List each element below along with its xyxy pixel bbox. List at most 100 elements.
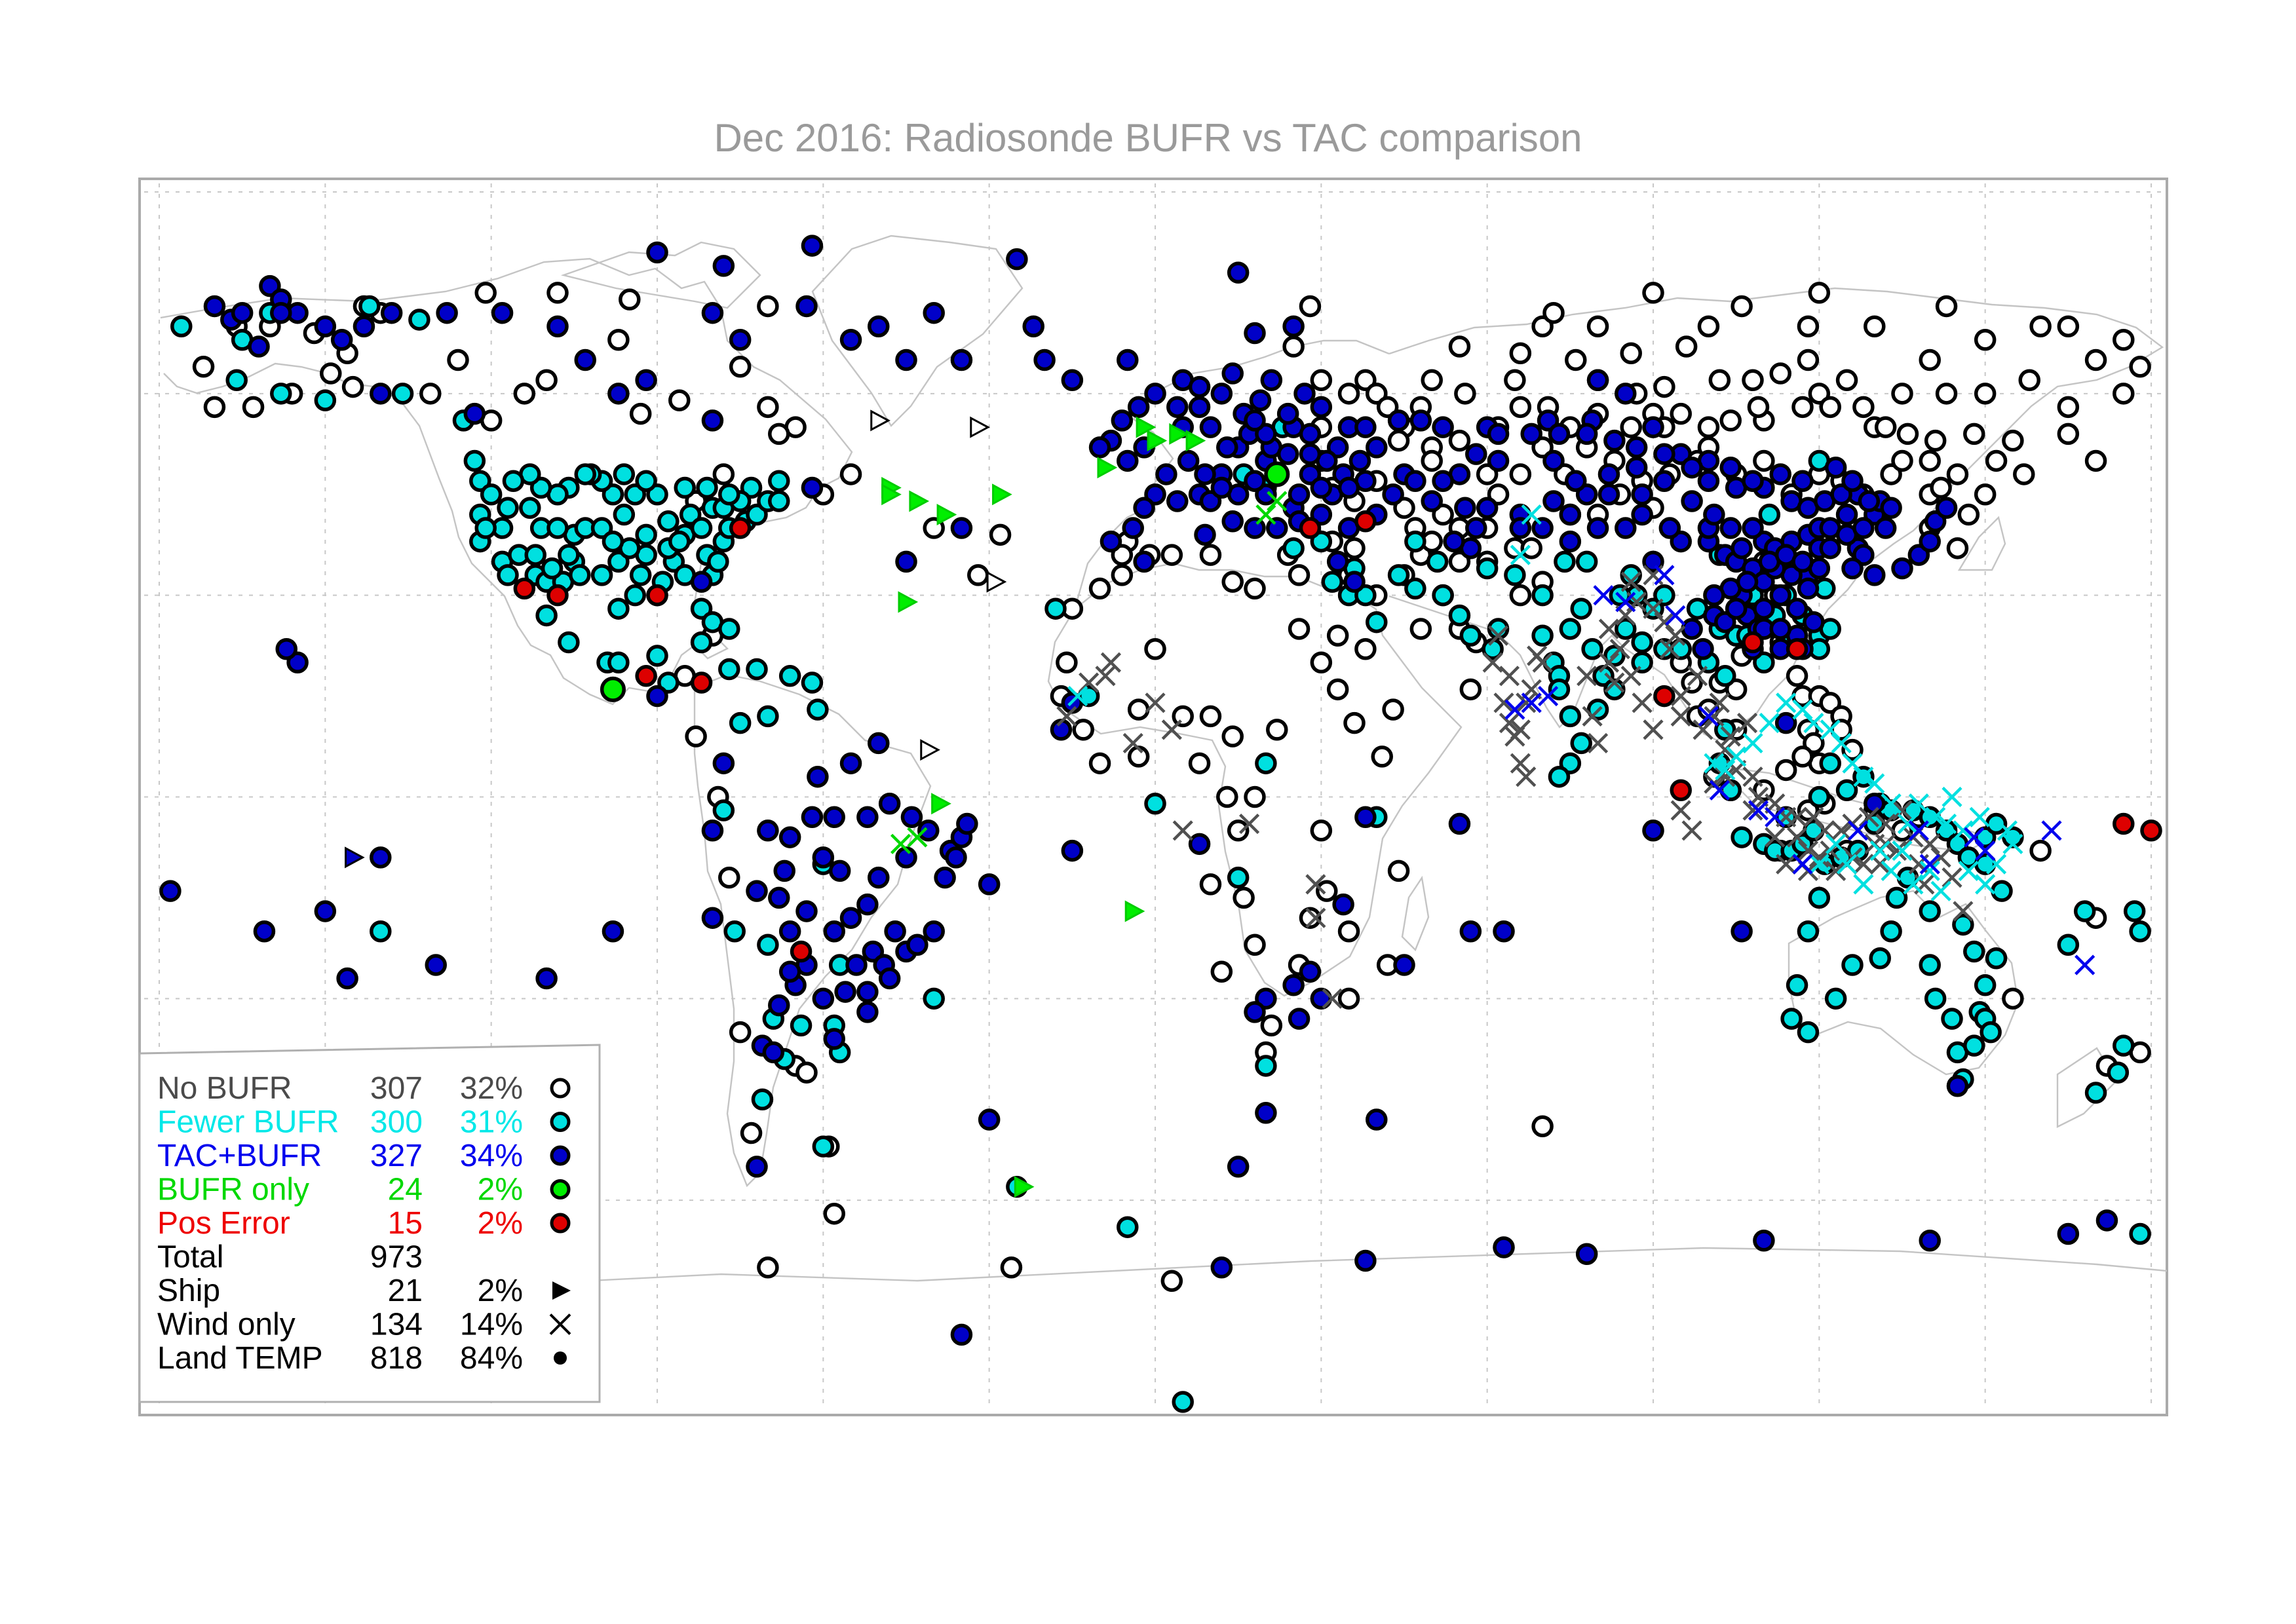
- station-point-nobufr: [1896, 423, 1919, 445]
- station-point-nobufr: [1924, 429, 1947, 452]
- station-point-fewer: [757, 934, 779, 956]
- station-point-fewer: [707, 550, 729, 573]
- station-point-fewer: [602, 483, 624, 506]
- station-point-fewer: [474, 517, 497, 539]
- station-point-nobufr: [1919, 449, 1941, 472]
- station-point-wind: [1892, 800, 1913, 821]
- station-point-tacbufr: [1387, 409, 1410, 432]
- legend-row: No BUFR 307 32%: [157, 1071, 571, 1106]
- station-point-wind: [1715, 740, 1736, 761]
- legend-label: Fewer BUFR: [157, 1105, 339, 1140]
- legend-row: Wind only 134 14%: [157, 1308, 571, 1342]
- station-point-tacbufr: [2057, 1222, 2080, 1245]
- station-point-nobufr: [1421, 369, 1443, 392]
- station-point-nobufr: [1432, 503, 1454, 526]
- station-point-tacbufr: [1493, 1236, 1515, 1258]
- station-point-wind_blue: [1975, 840, 1996, 861]
- station-point-nobufr: [1874, 416, 1897, 438]
- station-point-nobufr: [2084, 449, 2107, 472]
- station-point-fewer: [1448, 604, 1471, 627]
- legend-row: Fewer BUFR 300 31%: [157, 1105, 571, 1140]
- station-point-tacbufr: [878, 793, 901, 815]
- station-point-ship: [992, 483, 1012, 506]
- station-point-fewer: [1387, 564, 1410, 586]
- station-point-tacbufr: [807, 765, 829, 788]
- station-point-wind_cyan: [1826, 833, 1846, 854]
- station-point-tacbufr: [1432, 470, 1454, 492]
- station-point-nobufr: [1819, 692, 1841, 714]
- station-point-wind: [1665, 625, 1686, 646]
- station-point-wind_cyan: [1958, 860, 1979, 881]
- station-point-fewer: [690, 517, 713, 539]
- station-point-tacbufr: [1421, 490, 1443, 512]
- station-point-tacbufr: [1753, 1229, 1775, 1252]
- station-point-tacbufr: [1343, 571, 1366, 593]
- station-point-wind_cyan: [1853, 874, 1874, 895]
- station-point-nobufr: [1337, 920, 1360, 943]
- station-point-nobufr: [2113, 328, 2135, 351]
- station-point-tacbufr: [314, 900, 337, 922]
- station-point-nobufr: [1111, 544, 1134, 566]
- station-point-ship: [1147, 430, 1168, 452]
- station-point-ship: [931, 793, 951, 815]
- station-point-fewer: [1321, 571, 1343, 593]
- station-point-nobufr: [1227, 820, 1250, 842]
- station-point-tacbufr: [1227, 261, 1250, 284]
- station-point-wind: [1632, 692, 1653, 713]
- station-point-tacbufr: [1924, 510, 1947, 533]
- station-point-fewer: [225, 369, 248, 392]
- station-point-nobufr: [2057, 423, 2080, 445]
- station-point-nobufr: [1343, 537, 1366, 559]
- station-point-wind: [1516, 692, 1537, 713]
- station-point-nobufr: [1653, 375, 1675, 398]
- station-point-tacbufr: [1255, 1102, 1277, 1124]
- station-point-wind: [1145, 692, 1166, 713]
- station-point-nobufr: [1880, 463, 1902, 485]
- station-point-nobufr: [546, 282, 569, 304]
- station-point-tacbufr: [839, 328, 862, 351]
- station-point-tacbufr: [1354, 806, 1377, 829]
- station-point-nobufr: [1476, 463, 1499, 485]
- legend-label: Land TEMP: [157, 1341, 323, 1376]
- station-point-fewer: [1144, 793, 1166, 815]
- station-point-nobufr: [1719, 409, 1742, 432]
- station-point-fewer: [768, 490, 790, 512]
- station-point-tacbufr: [1144, 383, 1166, 405]
- station-point-wind_cyan: [1892, 840, 1913, 861]
- station-point-wind: [1715, 766, 1736, 787]
- station-point-poserr: [646, 584, 668, 607]
- station-point-fewer: [1172, 1391, 1194, 1413]
- station-point-tacbufr: [1603, 429, 1626, 452]
- station-point-tacbufr: [1221, 362, 1244, 385]
- station-point-wind_cyan: [1742, 732, 1763, 754]
- station-point-fewer: [1570, 732, 1592, 755]
- station-point-nobufr: [1382, 698, 1404, 721]
- station-point-wind: [1100, 652, 1122, 673]
- station-point-tacbufr: [1210, 476, 1233, 499]
- station-point-tacbufr: [463, 402, 486, 425]
- station-point-ship_blue: [345, 846, 365, 869]
- station-point-fewer: [1919, 900, 1941, 922]
- station-point-wind: [1930, 847, 1951, 868]
- station-point-nobufr: [1985, 449, 2008, 472]
- station-point-fewer: [690, 631, 713, 654]
- station-point-tacbufr: [978, 1108, 1001, 1131]
- station-point-wind: [1826, 860, 1846, 881]
- station-point-tacbufr: [1288, 483, 1311, 506]
- station-point-nobufr: [1675, 335, 1698, 358]
- station-point-tacbufr: [1731, 537, 1753, 559]
- station-point-nobufr: [1310, 369, 1333, 392]
- station-point-tacbufr: [646, 685, 668, 708]
- station-point-nobufr: [1808, 383, 1831, 405]
- legend-label: BUFR only: [157, 1173, 309, 1207]
- station-point-fewer: [790, 1014, 813, 1037]
- station-point-nobufr: [192, 356, 215, 378]
- station-point-wind_blue: [1593, 585, 1614, 606]
- station-point-ship: [1185, 430, 1206, 452]
- station-point-nobufr: [2129, 356, 2151, 378]
- station-point-fewer: [1531, 624, 1554, 647]
- station-point-nobufr: [1244, 934, 1266, 956]
- station-point-wind: [1598, 652, 1620, 673]
- station-point-tacbufr: [1188, 396, 1211, 419]
- legend-count: 24: [388, 1173, 423, 1207]
